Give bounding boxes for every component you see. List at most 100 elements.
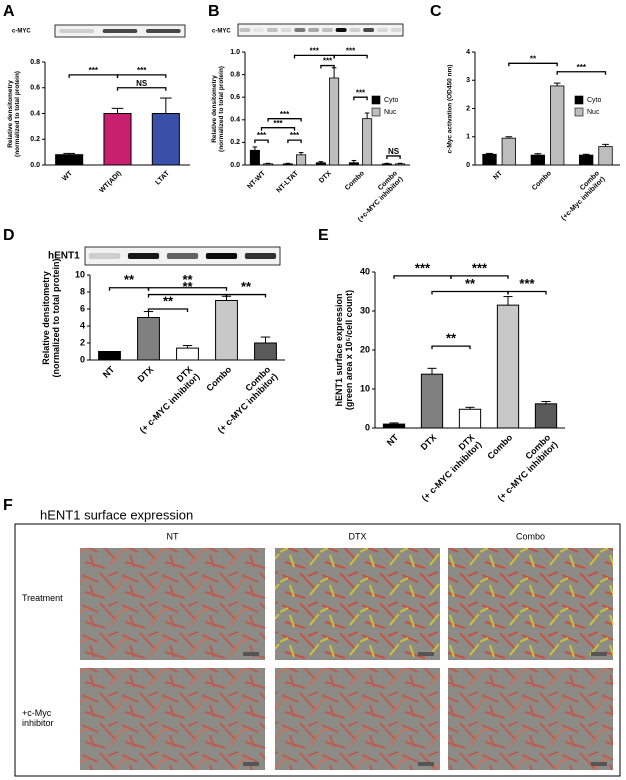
significance-bracket xyxy=(450,275,509,279)
bar xyxy=(501,137,517,166)
bar xyxy=(534,403,558,429)
y-tick-label: 30 xyxy=(360,305,370,315)
y-tick-label: 0.2 xyxy=(30,136,40,143)
significance-label: ** xyxy=(124,272,135,287)
micrograph xyxy=(80,668,265,770)
legend-swatch xyxy=(574,107,584,117)
significance-bracket xyxy=(260,127,296,131)
panel-letter: A xyxy=(3,3,15,20)
micrograph xyxy=(275,668,440,770)
bar xyxy=(249,149,260,166)
y-tick-label: 0.6 xyxy=(30,85,40,92)
y-axis-label: Relative densitometry (normalized to tot… xyxy=(41,258,61,377)
blot-band xyxy=(59,29,94,33)
significance-label: *** xyxy=(577,63,587,72)
panel-frame xyxy=(14,523,621,777)
y-tick-label: 0.0 xyxy=(30,162,40,169)
significance-bracket xyxy=(556,71,607,75)
significance-label: *** xyxy=(89,66,99,75)
blot-band xyxy=(205,253,238,259)
y-tick-label: 4 xyxy=(80,320,85,330)
legend-label: Nuc xyxy=(384,109,397,116)
significance-label: *** xyxy=(519,276,535,291)
bar xyxy=(395,163,406,166)
micrograph xyxy=(448,668,613,770)
significance-bracket xyxy=(287,139,302,144)
panel-letter: D xyxy=(3,227,15,244)
bar xyxy=(458,408,482,429)
bar xyxy=(348,162,359,166)
significance-label: ** xyxy=(182,279,193,294)
y-axis-label: Relative densitometry (normalized to tot… xyxy=(210,65,225,152)
bar xyxy=(362,118,373,166)
y-tick-label: 0 xyxy=(365,422,370,432)
legend-label: Cyto xyxy=(384,97,399,104)
row-label: +c-Myc inhibitor xyxy=(22,708,54,728)
blot-label: c-MYC xyxy=(12,29,31,35)
significance-label: *** xyxy=(472,260,488,275)
significance-label: *** xyxy=(273,119,283,128)
scale-bar xyxy=(591,762,607,766)
bar xyxy=(598,146,613,166)
y-tick-label: 0.4 xyxy=(230,117,240,124)
micrograph xyxy=(80,548,265,660)
blot-band xyxy=(349,28,361,32)
bar xyxy=(215,300,238,361)
blot-band xyxy=(244,253,277,259)
bar xyxy=(151,113,180,166)
panel-letter: C xyxy=(430,3,442,20)
significance-label: *** xyxy=(310,46,320,55)
y-tick-label: 2 xyxy=(80,337,85,347)
significance-label: *** xyxy=(323,57,333,66)
significance-bracket xyxy=(393,275,452,279)
y-tick-label: 2 xyxy=(466,105,470,112)
significance-bracket xyxy=(254,139,269,144)
legend-label: Nuc xyxy=(587,109,600,116)
legend-swatch xyxy=(371,107,381,117)
y-tick-label: 0 xyxy=(466,162,470,169)
significance-bracket xyxy=(508,62,558,67)
bar xyxy=(550,85,565,166)
significance-bracket xyxy=(147,293,228,298)
significance-label: *** xyxy=(257,131,267,140)
legend-swatch xyxy=(371,95,381,105)
blot-band xyxy=(146,29,181,33)
y-axis-label: Relative densitometry (normalized to tot… xyxy=(6,70,21,157)
y-tick-label: 10 xyxy=(360,383,370,393)
significance-bracket xyxy=(333,54,368,59)
y-tick-label: 4 xyxy=(466,49,470,56)
y-tick-label: 0 xyxy=(80,354,85,364)
y-tick-label: 0.0 xyxy=(230,162,240,169)
y-tick-label: 10 xyxy=(75,269,85,279)
y-tick-label: 0.8 xyxy=(230,71,240,78)
significance-label: ** xyxy=(182,272,193,287)
significance-label: ** xyxy=(465,276,476,291)
significance-bracket xyxy=(386,155,401,159)
significance-bracket xyxy=(116,74,167,78)
significance-label: *** xyxy=(346,46,356,55)
micrograph xyxy=(275,548,440,660)
bar xyxy=(103,113,132,166)
bar xyxy=(137,317,160,361)
blot-band xyxy=(294,28,306,32)
bar xyxy=(329,77,340,166)
significance-bracket xyxy=(108,287,150,291)
column-header: Combo xyxy=(516,531,545,541)
bar xyxy=(530,154,545,166)
panel-letter: E xyxy=(318,227,329,244)
significance-label: *** xyxy=(137,66,147,75)
blot-band xyxy=(308,28,320,32)
legend-label: Cyto xyxy=(587,97,602,104)
bar xyxy=(176,347,199,361)
blot-band xyxy=(239,28,251,32)
significance-bracket xyxy=(147,287,228,291)
blot-band xyxy=(102,29,138,33)
blot-band xyxy=(88,253,121,259)
significance-bracket xyxy=(68,74,119,78)
y-tick-label: 0.4 xyxy=(30,110,40,117)
significance-bracket xyxy=(507,290,547,295)
blot-band xyxy=(166,253,199,259)
row-label: Treatment xyxy=(22,593,63,603)
bar xyxy=(254,342,277,361)
significance-label: *** xyxy=(415,260,431,275)
